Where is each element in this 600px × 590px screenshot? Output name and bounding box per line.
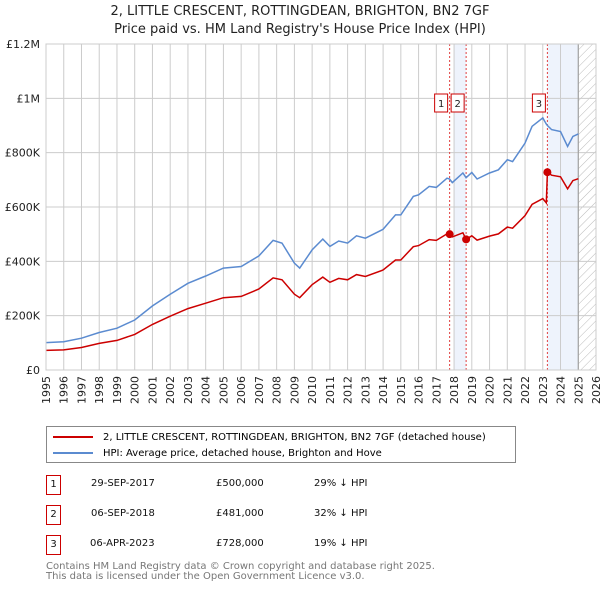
price-paid-line [45, 170, 579, 352]
x-tick-label: 2010 [306, 376, 319, 404]
price: £728,000 [216, 538, 264, 549]
hpi-diff: 29% ↓ HPI [314, 478, 368, 489]
date: 06-SEP-2018 [91, 508, 155, 519]
chart-subtitle: Price paid vs. HM Land Registry's House … [114, 22, 486, 37]
x-tick-label: 2017 [430, 376, 443, 404]
chart-title: 2, LITTLE CRESCENT, ROTTINGDEAN, BRIGHTO… [110, 4, 490, 19]
hpi-line [45, 116, 579, 344]
x-tick-label: 2014 [377, 376, 390, 404]
price: £481,000 [216, 508, 264, 519]
x-tick-label: 2011 [324, 376, 337, 404]
sale-label: 1 [438, 99, 444, 110]
x-tick-label: 2008 [271, 376, 284, 404]
x-tick-label: 2006 [235, 376, 248, 404]
sale-point [543, 168, 552, 177]
marker-badge: 1 [46, 475, 61, 495]
x-tick-label: 2012 [342, 376, 355, 404]
plot-frame [45, 43, 597, 371]
footer-licence: This data is licensed under the Open Gov… [46, 571, 365, 582]
legend-item-price-paid: 2, LITTLE CRESCENT, ROTTINGDEAN, BRIGHTO… [53, 430, 486, 444]
sale-label-box [450, 93, 465, 113]
marker-badge: 2 [46, 505, 61, 525]
x-tick-label: 2020 [484, 376, 497, 404]
y-tick-label: £1M [17, 92, 41, 105]
x-tick-label: 2024 [555, 376, 568, 404]
x-tick-label: 2022 [519, 376, 532, 404]
y-tick-label: £200K [5, 310, 41, 323]
x-tick-label: 1999 [111, 376, 124, 404]
footer-copyright: Contains HM Land Registry data © Crown c… [46, 561, 435, 572]
y-tick-label: £800K [5, 147, 41, 160]
x-tick-label: 2002 [164, 376, 177, 404]
y-tick-label: £600K [5, 201, 41, 214]
x-tick-label: 1998 [93, 376, 106, 404]
x-tick-label: 2025 [572, 376, 585, 404]
x-tick-label: 2009 [288, 376, 301, 404]
x-tick-label: 1995 [40, 376, 53, 404]
sale-point [445, 230, 454, 239]
y-tick-label: £400K [5, 255, 41, 268]
x-tick-label: 2003 [182, 376, 195, 404]
x-tick-label: 2016 [413, 376, 426, 404]
legend-item-hpi: HPI: Average price, detached house, Brig… [53, 446, 382, 460]
price: £500,000 [216, 478, 264, 489]
x-tick-label: 2021 [501, 376, 514, 404]
x-tick-label: 2005 [217, 376, 230, 404]
x-tick-label: 2018 [448, 376, 461, 404]
marker-badge: 3 [46, 535, 61, 555]
x-tick-label: 1997 [75, 376, 88, 404]
legend: 2, LITTLE CRESCENT, ROTTINGDEAN, BRIGHTO… [46, 426, 516, 463]
x-tick-label: 2013 [359, 376, 372, 404]
x-tick-label: 2015 [395, 376, 408, 404]
date: 06-APR-2023 [90, 538, 155, 549]
legend-label: HPI: Average price, detached house, Brig… [103, 447, 382, 459]
sale-label: 2 [454, 99, 460, 110]
x-tick-label: 2004 [200, 376, 213, 404]
x-tick-label: 2001 [146, 376, 159, 404]
x-tick-label: 2023 [537, 376, 550, 404]
sale-label: 3 [536, 99, 542, 110]
sale-point [462, 235, 471, 244]
y-tick-label: £1.2M [6, 38, 40, 51]
date: 29-SEP-2017 [91, 478, 155, 489]
sale-label-box [531, 93, 546, 113]
x-tick-label: 2000 [129, 376, 142, 404]
hpi-diff: 32% ↓ HPI [314, 508, 368, 519]
hpi-diff: 19% ↓ HPI [314, 538, 368, 549]
y-tick-label: £0 [26, 364, 40, 377]
x-tick-label: 2026 [590, 376, 600, 404]
sale-label-box [434, 93, 449, 113]
x-tick-label: 1996 [58, 376, 71, 404]
x-tick-label: 2007 [253, 376, 266, 404]
price-chart: 1995 1996 1997 1998 1999 2000 2001 2002 2003 2004… [5, 38, 600, 404]
legend-label: 2, LITTLE CRESCENT, ROTTINGDEAN, BRIGHTO… [103, 431, 486, 443]
x-tick-label: 2019 [466, 376, 479, 404]
